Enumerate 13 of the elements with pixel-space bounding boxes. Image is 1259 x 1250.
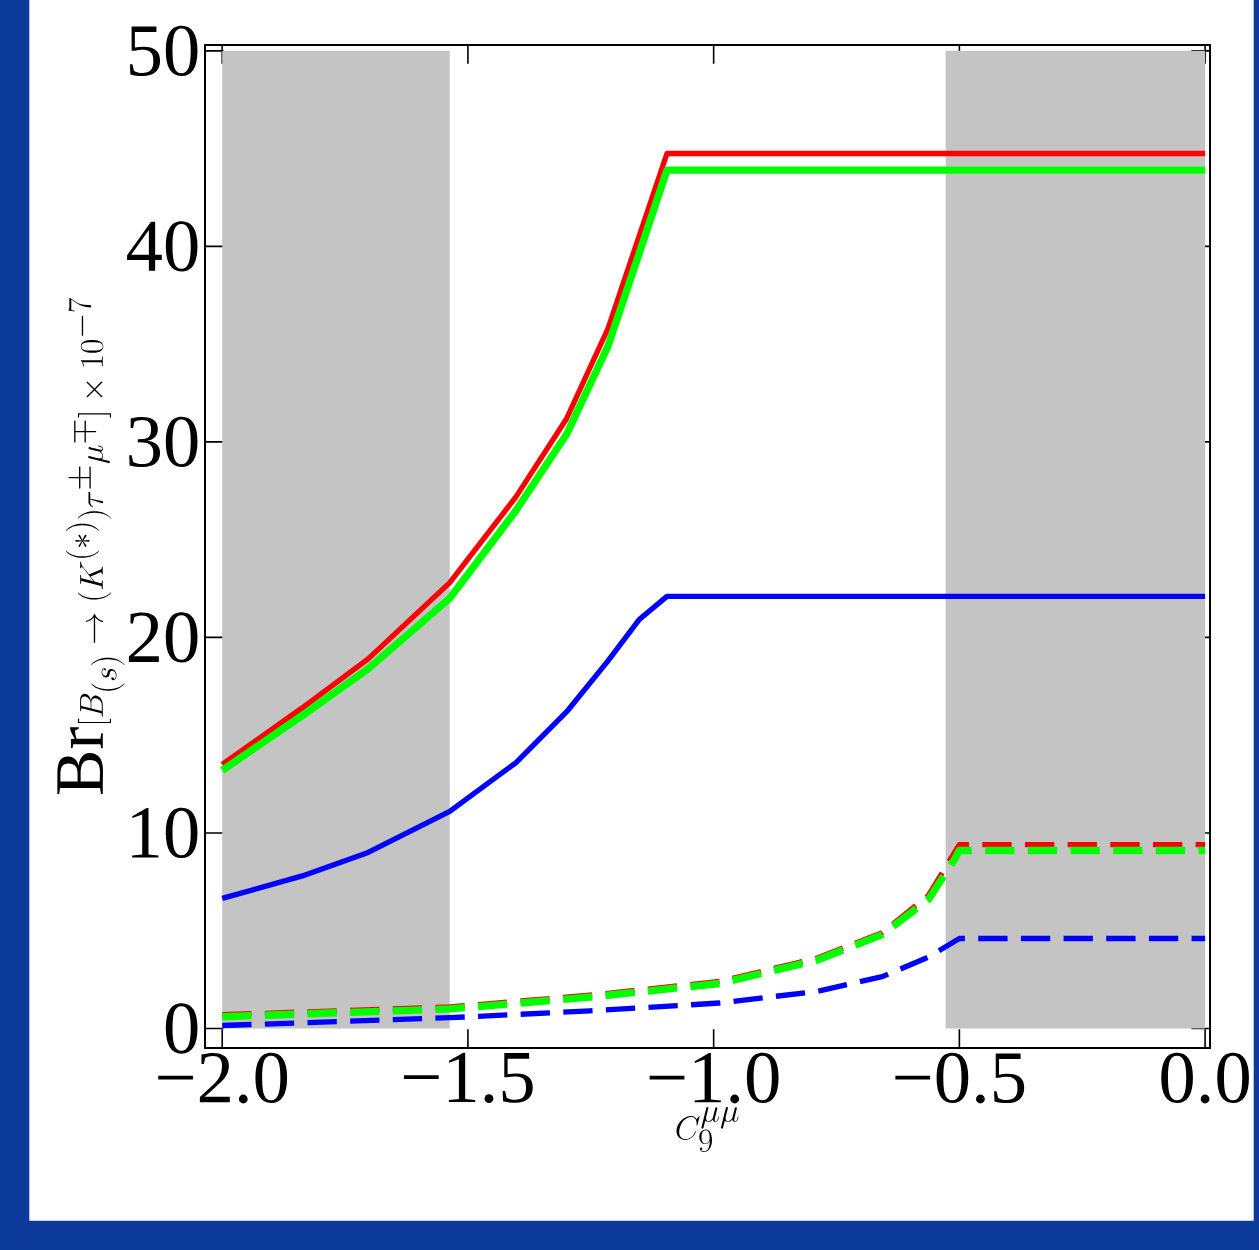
y-tick-label: 20 bbox=[128, 612, 198, 663]
y-tick-label: 0 bbox=[165, 1003, 198, 1054]
y-tick-label: 10 bbox=[132, 807, 198, 859]
y-tick-label: 50 bbox=[129, 25, 198, 77]
x-axis-title: $C_9^{\mu\mu}$ bbox=[676, 1106, 739, 1153]
y-tick-label: 40 bbox=[127, 221, 198, 272]
x-tick-label: 0.0 bbox=[1161, 1052, 1249, 1104]
x-tick-label: −1.5 bbox=[403, 1052, 533, 1104]
x-tick-label: −2.0 bbox=[158, 1052, 288, 1104]
x-tick-label: −1.0 bbox=[649, 1052, 779, 1104]
y-axis-title: $\mathrm{Br}[B_{(s)}\to(K^{(*)})\tau^{\pm}\mu^{\mp}]\times10^{-7}$ bbox=[57, 298, 125, 794]
x-tick-label: −0.5 bbox=[895, 1052, 1025, 1104]
y-tick-label: 30 bbox=[129, 416, 198, 468]
